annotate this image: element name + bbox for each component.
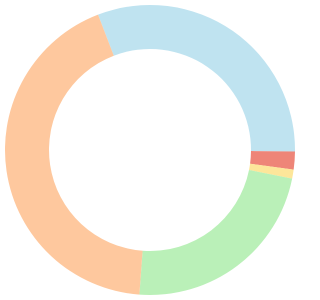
donut-segment [139,169,293,295]
donut-segment [250,151,295,170]
donut-segment [4,14,143,295]
donut-segment [249,163,294,179]
donut-segment [98,5,295,152]
chart [4,5,295,295]
